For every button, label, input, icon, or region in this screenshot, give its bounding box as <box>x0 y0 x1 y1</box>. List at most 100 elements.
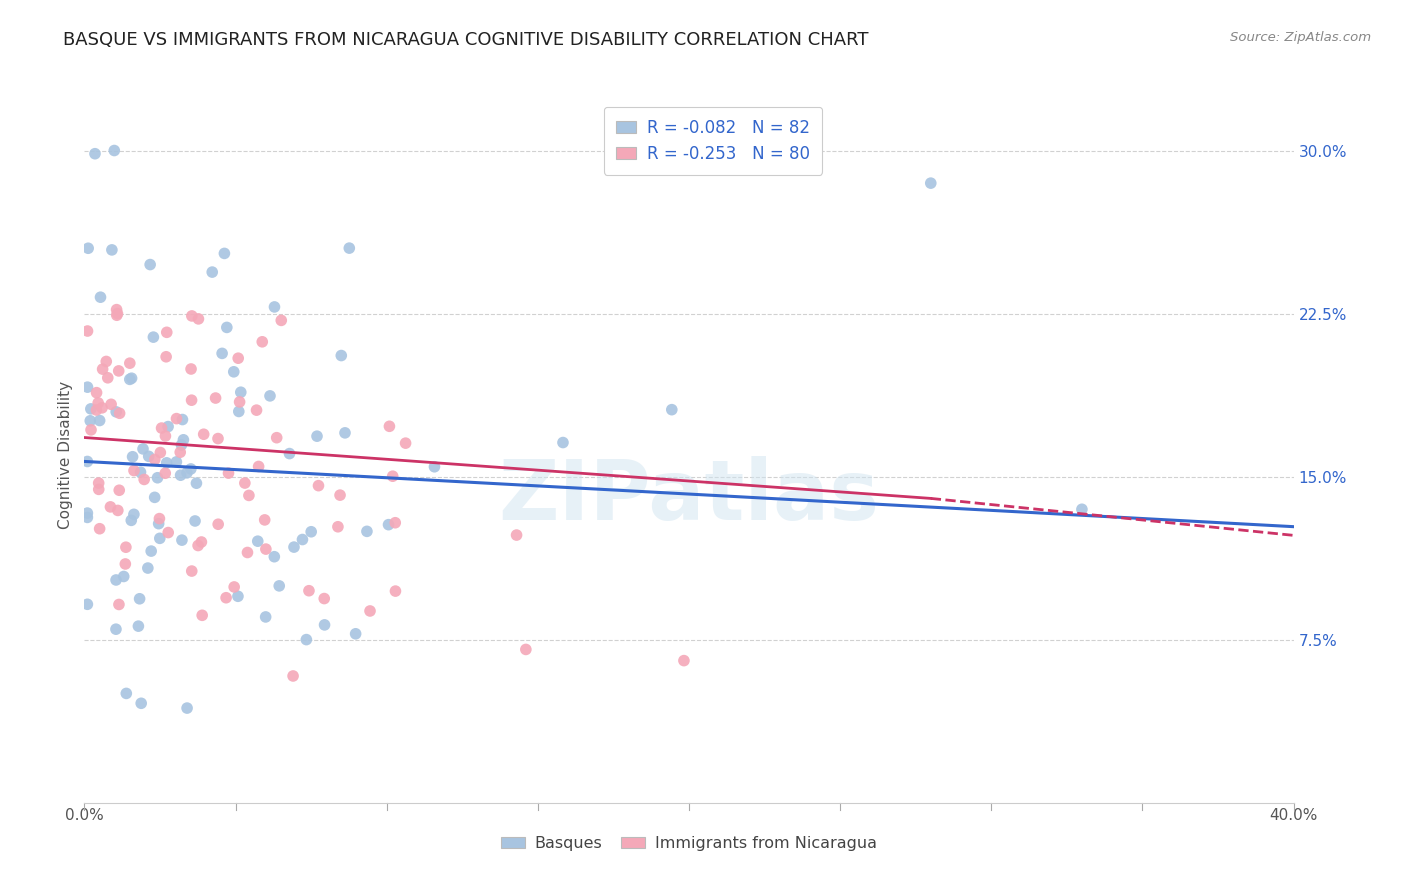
Point <box>1071 502 1094 516</box>
Point <box>201 265 224 279</box>
Point <box>108 483 131 498</box>
Point <box>141 544 163 558</box>
Point <box>76 454 98 468</box>
Point <box>97 371 120 385</box>
Point <box>148 511 170 525</box>
Point <box>91 401 114 415</box>
Point <box>118 356 141 370</box>
Point <box>505 528 527 542</box>
Point <box>149 445 172 459</box>
Point <box>308 478 330 492</box>
Point <box>254 542 277 557</box>
Point <box>87 483 110 497</box>
Point <box>129 696 152 710</box>
Legend: Basques, Immigrants from Nicaragua: Basques, Immigrants from Nicaragua <box>495 830 883 857</box>
Point <box>80 423 103 437</box>
Point <box>115 540 138 554</box>
Point <box>259 389 281 403</box>
Point <box>157 525 180 540</box>
Point <box>156 456 179 470</box>
Text: Source: ZipAtlas.com: Source: ZipAtlas.com <box>1230 31 1371 45</box>
Point <box>184 514 207 528</box>
Point <box>228 395 250 409</box>
Point <box>107 503 129 517</box>
Point <box>176 466 198 480</box>
Point <box>128 591 150 606</box>
Point <box>180 564 202 578</box>
Point <box>222 365 245 379</box>
Text: ZIPatlas: ZIPatlas <box>499 456 879 537</box>
Point <box>149 532 172 546</box>
Point <box>226 589 249 603</box>
Point <box>269 579 291 593</box>
Point <box>337 241 360 255</box>
Point <box>127 619 149 633</box>
Point <box>107 307 129 321</box>
Point <box>326 520 349 534</box>
Point <box>170 438 193 452</box>
Point <box>104 622 127 636</box>
Point <box>187 311 209 326</box>
Text: BASQUE VS IMMIGRANTS FROM NICARAGUA COGNITIVE DISABILITY CORRELATION CHART: BASQUE VS IMMIGRANTS FROM NICARAGUA COGN… <box>63 31 869 49</box>
Point <box>228 404 250 418</box>
Point <box>180 393 202 408</box>
Point <box>207 432 229 446</box>
Point <box>107 364 129 378</box>
Point <box>100 397 122 411</box>
Point <box>254 610 277 624</box>
Point <box>105 308 128 322</box>
Point <box>920 176 942 190</box>
Point <box>134 472 156 486</box>
Point <box>87 476 110 491</box>
Point <box>132 442 155 456</box>
Point <box>105 573 128 587</box>
Point <box>79 414 101 428</box>
Point <box>108 406 131 420</box>
Point <box>226 351 249 366</box>
Point <box>247 459 270 474</box>
Point <box>236 545 259 559</box>
Point <box>394 436 416 450</box>
Point <box>378 419 401 434</box>
Point <box>291 533 314 547</box>
Point <box>108 598 131 612</box>
Point <box>233 476 256 491</box>
Point <box>155 467 177 481</box>
Point <box>278 446 301 460</box>
Point <box>80 401 103 416</box>
Point <box>298 583 321 598</box>
Point <box>139 258 162 272</box>
Point <box>114 557 136 571</box>
Point <box>115 686 138 700</box>
Point <box>204 391 226 405</box>
Point <box>193 427 215 442</box>
Point <box>112 569 135 583</box>
Point <box>155 429 177 443</box>
Point <box>314 591 336 606</box>
Point <box>138 450 160 464</box>
Point <box>333 425 356 440</box>
Point <box>96 354 118 368</box>
Point <box>105 405 128 419</box>
Point <box>245 403 267 417</box>
Point <box>661 402 683 417</box>
Point <box>89 413 111 427</box>
Point <box>84 146 107 161</box>
Point <box>252 334 274 349</box>
Point <box>118 372 141 386</box>
Point <box>672 654 695 668</box>
Point <box>76 380 98 394</box>
Point <box>121 371 143 385</box>
Point <box>121 450 143 464</box>
Point <box>211 346 233 360</box>
Point <box>214 246 236 260</box>
Point <box>238 488 260 502</box>
Point <box>156 326 179 340</box>
Point <box>384 584 406 599</box>
Point <box>86 403 108 417</box>
Point <box>146 471 169 485</box>
Point <box>186 476 208 491</box>
Point <box>190 535 212 549</box>
Point <box>142 330 165 344</box>
Point <box>86 385 108 400</box>
